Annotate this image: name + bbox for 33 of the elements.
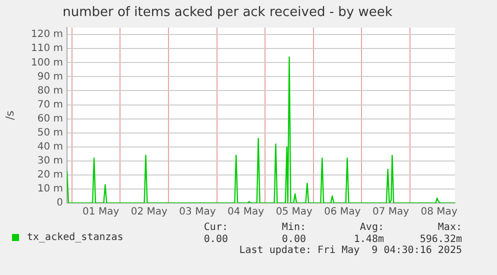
y-tick-label: 20 m	[37, 170, 63, 181]
text: 0.00	[202, 234, 228, 245]
x-tick-label: 03 May	[179, 206, 216, 218]
text: 0.00	[280, 234, 306, 245]
y-tick-label: 10 m	[37, 184, 63, 195]
x-tick-label: 06 May	[324, 206, 361, 218]
x-tick-label: 05 May	[276, 206, 312, 218]
x-tick-label: 02 May	[130, 206, 168, 218]
y-axis-title: /s	[3, 110, 16, 120]
text: Last update: Fri May 9 04:30:16 2025	[239, 245, 462, 256]
y-tick-label: 60 m	[37, 113, 63, 124]
text: 596.32m	[418, 234, 462, 245]
text: Avg:	[358, 222, 384, 233]
y-tick-label: 50 m	[37, 127, 63, 138]
text: Min:	[280, 222, 306, 233]
x-tick-label: 04 May	[227, 206, 264, 218]
y-tick-label: 110 m	[30, 43, 63, 54]
x-tick-label: 08 May	[420, 206, 458, 218]
y-tick-label: 120 m	[30, 29, 63, 40]
x-tick-label: 07 May	[372, 206, 410, 218]
x-tick-label: 01 May	[82, 206, 120, 218]
y-tick-label: 90 m	[37, 71, 63, 82]
y-tick-label: 30 m	[37, 156, 63, 166]
text: Max:	[436, 222, 462, 233]
legend-label: tx_acked_stanzas	[27, 232, 124, 243]
chart-title: number of items acked per ack received - by week	[62, 5, 393, 20]
y-tick-label: 70 m	[37, 99, 63, 110]
text: 1.48m	[352, 234, 384, 245]
y-tick-label: 0	[56, 198, 63, 209]
y-tick-label: 80 m	[37, 85, 63, 96]
y-tick-label: 100 m	[30, 57, 63, 68]
y-tick-label: 40 m	[37, 141, 63, 152]
text: Cur:	[202, 222, 228, 233]
